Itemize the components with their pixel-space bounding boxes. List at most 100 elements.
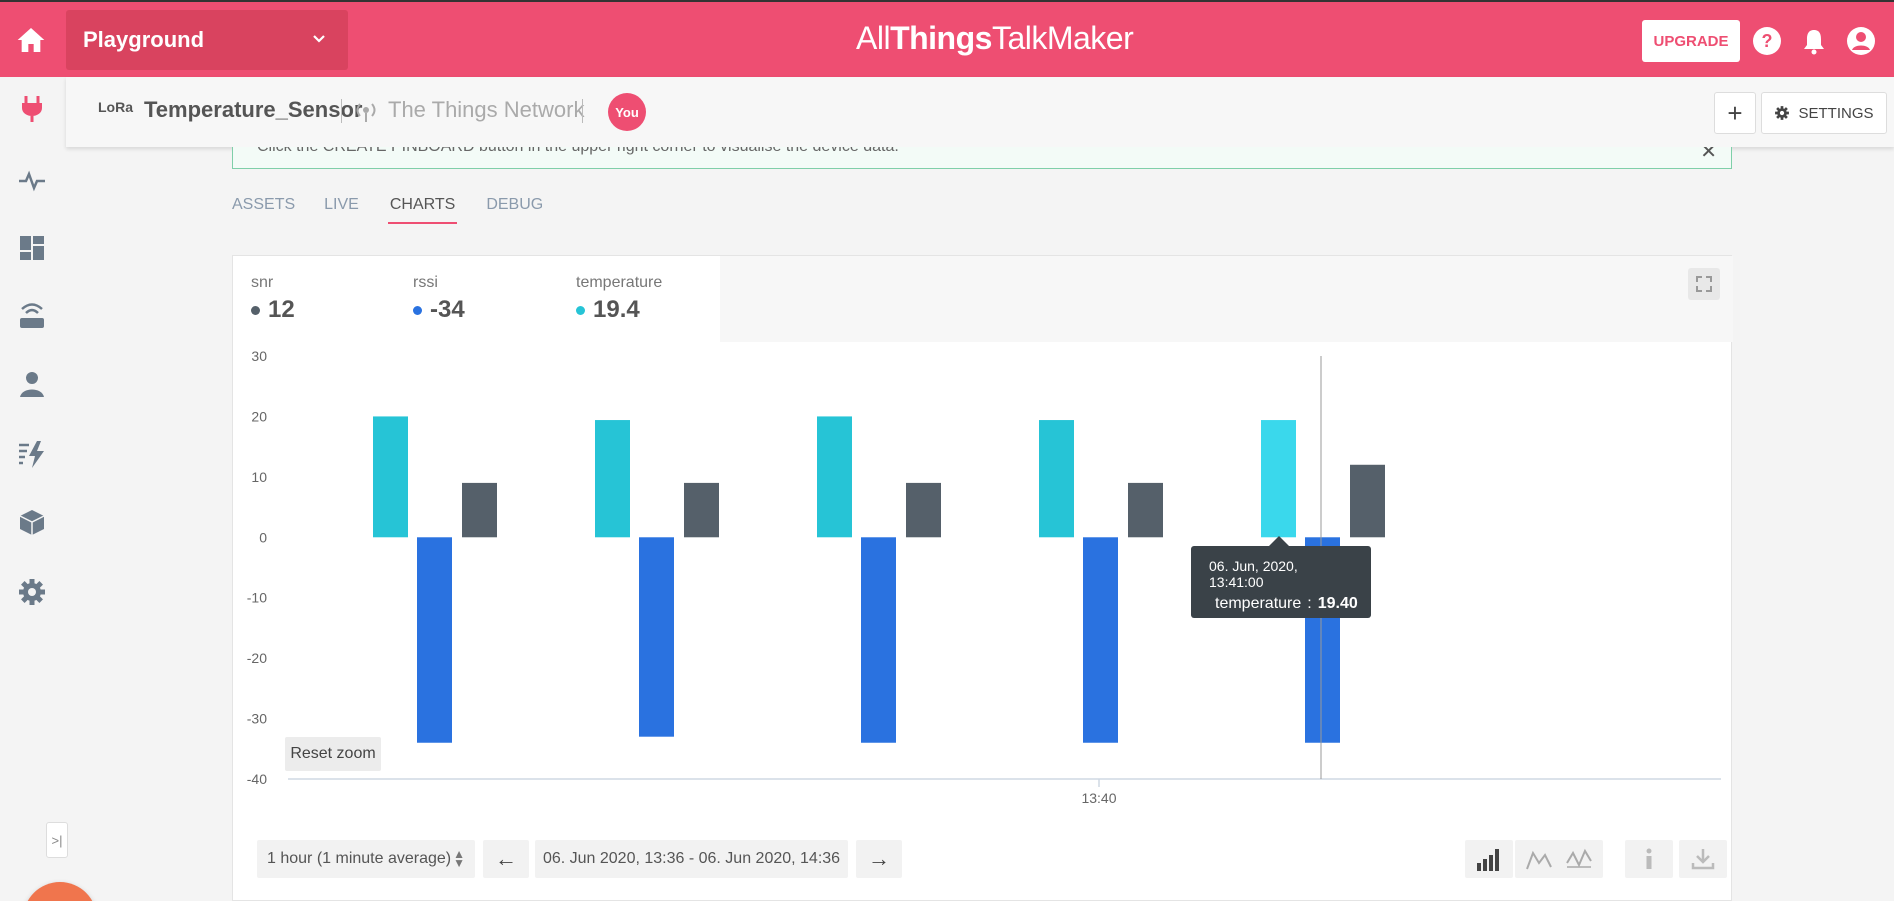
bar-chart-type-button[interactable] <box>1465 840 1513 878</box>
temperature-bar <box>373 416 408 538</box>
chevron-down-icon <box>313 35 325 43</box>
stat-name: snr <box>251 274 274 291</box>
project-name: Playground <box>83 27 205 52</box>
user-icon[interactable] <box>17 369 47 399</box>
rssi-bar <box>861 537 896 743</box>
help-icon[interactable]: ? <box>1752 26 1782 56</box>
stat-value: -34 <box>430 296 465 323</box>
date-range-display[interactable]: 06. Jun 2020, 13:36 - 06. Jun 2020, 14:3… <box>535 840 848 878</box>
download-button[interactable] <box>1679 840 1727 878</box>
notifications-bell-icon[interactable] <box>1799 26 1829 56</box>
settings-label: SETTINGS <box>1798 104 1874 122</box>
chart-card: snr 12 rssi -34 temperature 19.4 30 20 10 0… <box>232 255 1733 901</box>
area-chart-type-button[interactable] <box>1555 840 1603 878</box>
gear-icon <box>1775 106 1790 120</box>
y-tick-label: -40 <box>247 771 267 787</box>
temperature-bar <box>595 420 630 538</box>
wave-chart-icon <box>1566 848 1592 868</box>
tab-live[interactable]: LIVE <box>324 196 359 213</box>
tab-debug[interactable]: DEBUG <box>486 196 544 213</box>
package-box-icon[interactable] <box>17 507 47 537</box>
owner-badge: You <box>608 93 646 131</box>
network-antenna-icon <box>356 103 376 122</box>
svg-text:?: ? <box>1762 31 1773 51</box>
line-chart-icon <box>1526 850 1552 870</box>
info-notice: Click the CREATE PINBOARD button in the … <box>232 147 1732 169</box>
info-icon <box>1646 848 1652 869</box>
top-bar: Playground AllThingsTalkMaker UPGRADE ? <box>0 0 1894 77</box>
snr-legend-dot <box>251 305 260 315</box>
rssi-bar <box>417 537 452 743</box>
stat-name: temperature <box>576 274 663 291</box>
app-logo[interactable]: AllThingsTalkMaker <box>856 20 1134 57</box>
x-tick-label: 13:40 <box>1081 790 1116 806</box>
fullscreen-button[interactable] <box>1688 268 1720 300</box>
tooltip-value: 19.40 <box>1317 595 1358 612</box>
temperature-legend-dot <box>576 305 585 315</box>
y-tick-label: -30 <box>247 711 267 727</box>
plug-icon[interactable] <box>17 93 47 123</box>
snr-bar <box>684 482 719 538</box>
device-settings-button[interactable]: SETTINGS <box>1761 92 1887 134</box>
expand-icon <box>1696 276 1712 292</box>
y-tick-label: 20 <box>251 408 267 424</box>
bar-chart[interactable]: 30 20 10 0 -10 -20 -30 -40 13:40 <box>233 342 1733 822</box>
snr-bar <box>1350 464 1385 538</box>
stats-panel: snr 12 rssi -34 temperature 19.4 <box>233 256 720 342</box>
temperature-bar <box>1039 420 1074 538</box>
tab-charts[interactable]: CHARTS <box>387 194 458 224</box>
device-name: Temperature_Sensor <box>144 97 363 122</box>
download-icon <box>1691 849 1715 870</box>
home-button[interactable] <box>0 2 62 77</box>
y-tick-label: 0 <box>259 529 267 545</box>
reset-zoom-button[interactable]: Reset zoom <box>285 737 381 771</box>
tooltip-series: temperature <box>1215 595 1302 612</box>
add-button[interactable]: + <box>1714 92 1756 134</box>
stat-value: 19.4 <box>593 296 640 323</box>
info-button[interactable] <box>1625 840 1673 878</box>
notice-close-button[interactable]: ✕ <box>1700 147 1717 163</box>
y-tick-label: -20 <box>247 650 267 666</box>
gateway-router-icon[interactable] <box>17 301 47 331</box>
divider <box>582 99 583 123</box>
updown-icon: ▲ ▼ <box>453 847 465 870</box>
tooltip-date: 06. Jun, 2020, 13:41:00 <box>1209 558 1298 590</box>
left-sidebar: >| <box>0 77 97 901</box>
stat-rssi[interactable]: rssi -34 <box>413 274 465 324</box>
sidebar-expand-toggle[interactable]: >| <box>46 822 68 858</box>
home-icon <box>17 27 45 52</box>
activity-pulse-icon[interactable] <box>17 165 47 195</box>
time-range-value: 1 hour (1 minute average) <box>267 850 452 867</box>
y-tick-label: -10 <box>247 590 267 606</box>
stat-value: 12 <box>268 296 295 323</box>
support-chat-button[interactable] <box>23 882 97 901</box>
bar-chart-icon <box>1477 849 1499 871</box>
logo-maker: Maker <box>1046 20 1134 56</box>
temperature-bar <box>817 416 852 538</box>
divider <box>341 99 342 123</box>
stat-temperature[interactable]: temperature 19.4 <box>576 274 662 324</box>
network-name[interactable]: The Things Network <box>388 97 585 122</box>
device-tabs: ASSETS LIVE CHARTS DEBUG <box>232 194 543 224</box>
user-account-icon[interactable] <box>1846 26 1876 56</box>
rules-lightning-icon[interactable] <box>17 439 47 469</box>
logo-things: Things <box>890 20 992 56</box>
stat-snr[interactable]: snr 12 <box>251 274 295 324</box>
notice-text: Click the CREATE PINBOARD button in the … <box>257 147 899 156</box>
y-tick-label: 30 <box>251 348 267 364</box>
snr-bar <box>462 482 497 538</box>
temperature-bar <box>1261 420 1296 538</box>
logo-talk: Talk <box>991 20 1047 56</box>
project-selector[interactable]: Playground <box>66 10 348 70</box>
rssi-bar <box>1083 537 1118 743</box>
time-range-select[interactable]: 1 hour (1 minute average) ▲ ▼ <box>257 840 475 878</box>
tab-assets[interactable]: ASSETS <box>232 196 296 213</box>
settings-gear-icon[interactable] <box>17 577 47 607</box>
logo-all: All <box>856 20 891 56</box>
previous-range-button[interactable]: ← <box>483 840 529 878</box>
dashboard-icon[interactable] <box>17 233 47 263</box>
chart-header: snr 12 rssi -34 temperature 19.4 <box>233 256 1733 342</box>
upgrade-button[interactable]: UPGRADE <box>1642 20 1740 62</box>
tooltip-colon: : <box>1307 595 1312 612</box>
next-range-button[interactable]: → <box>856 840 902 878</box>
